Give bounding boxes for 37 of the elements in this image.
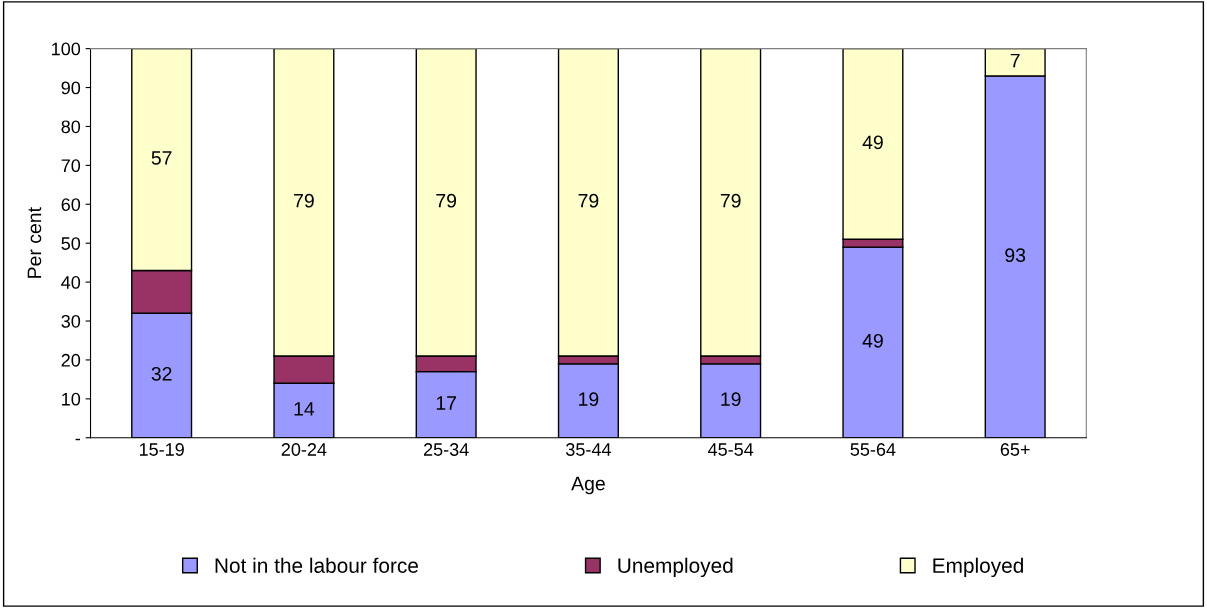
y-tick-label: 50 [61,237,81,250]
x-tick-label: 35-44 [566,443,611,456]
data-label: 79 [578,193,599,208]
data-label: 49 [862,333,883,348]
legend-label: Unemployed [618,557,733,578]
y-tick-label: 40 [61,276,81,289]
legend-label: Not in the labour force [215,557,418,573]
y-tick-label: - [75,438,80,441]
data-label: 79 [294,193,314,208]
y-tick-label: 100 [52,42,81,56]
data-label: 79 [720,193,741,208]
y-tick-label: 80 [61,120,81,134]
legend-label: Employed [933,557,1023,578]
y-tick-label: 10 [62,392,81,406]
y-tick-label: 70 [61,159,81,173]
data-label: 49 [862,135,883,150]
data-label: 57 [151,151,172,165]
data-label: 79 [436,193,457,208]
data-label: 19 [579,392,599,407]
x-axis-title: Age [571,476,605,495]
y-tick-label: 90 [61,81,81,95]
data-label: 17 [436,396,456,410]
x-tick-label: 45-54 [707,443,754,456]
y-tick-label: 60 [61,198,81,212]
x-tick-label: 15-19 [139,443,184,456]
x-tick-label: 25-34 [423,443,469,456]
x-tick-label: 55-64 [850,443,896,456]
data-label: 14 [294,402,315,416]
data-label: 19 [721,392,741,407]
y-tick-label: 20 [61,353,81,367]
x-tick-label: 65+ [1000,443,1030,456]
data-label: 32 [151,366,172,381]
y-axis-title: Per cent [27,207,42,278]
data-label: 93 [1005,248,1026,263]
data-label: 7 [1010,53,1020,68]
y-tick-label: 30 [61,314,81,328]
x-tick-label: 20-24 [281,443,327,456]
